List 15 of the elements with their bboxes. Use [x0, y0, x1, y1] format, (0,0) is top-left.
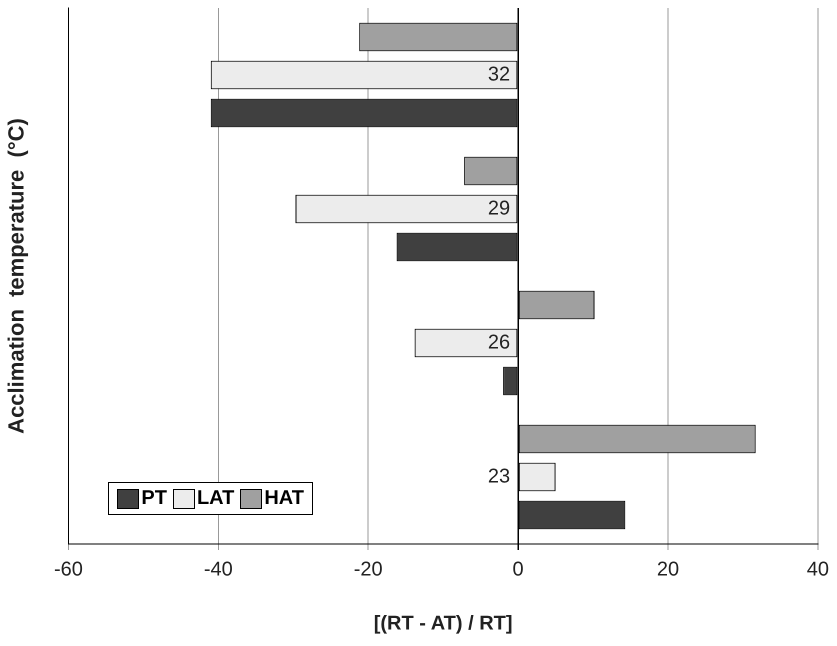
y-tick-label: 29	[488, 198, 510, 220]
x-tick-label: 0	[512, 558, 524, 581]
y-axis-title: Acclimation temperature (°C)	[3, 118, 28, 434]
x-tick-label: -40	[204, 558, 233, 581]
x-tick-label: 40	[806, 558, 829, 581]
legend-label: PT	[140, 487, 167, 510]
legend-label: LAT	[196, 487, 234, 510]
x-axis-title: [(RT - AT) / RT]	[374, 612, 513, 635]
y-tick-label: 26	[488, 332, 510, 354]
x-tick-label: -60	[54, 558, 83, 581]
x-tick-label: -20	[354, 558, 383, 581]
x-tick-label: 20	[656, 558, 680, 581]
legend-label: HAT	[263, 487, 304, 510]
y-tick-label: 32	[488, 64, 510, 86]
y-tick-label: 23	[488, 466, 510, 488]
